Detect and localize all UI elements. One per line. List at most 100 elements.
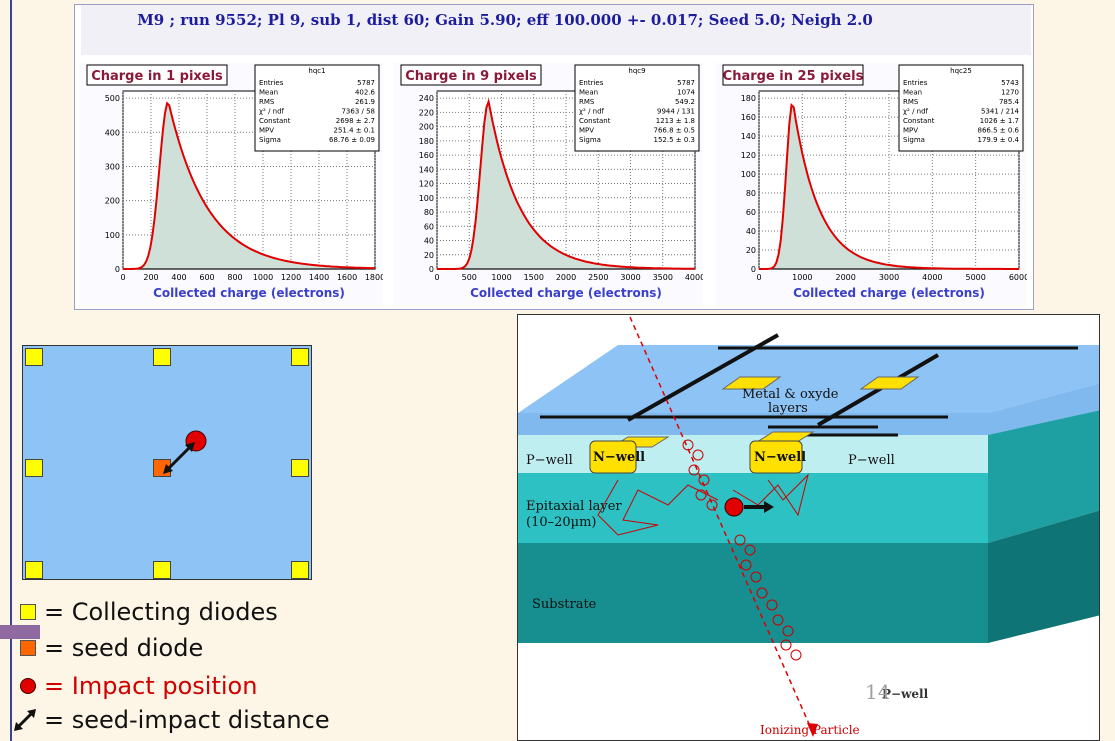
panel-title: Charge in 9 pixels (405, 69, 537, 84)
y-tick-label: 40 (424, 237, 434, 246)
y-tick-label: 180 (741, 94, 756, 103)
x-tick-label: 4000 (685, 273, 703, 282)
y-tick-label: 60 (746, 208, 756, 217)
x-tick-label: 1800 (365, 273, 383, 282)
y-tick-label: 100 (419, 194, 434, 203)
slide-number: 14 (865, 680, 891, 704)
collecting-diode (153, 348, 171, 366)
stat-value: 549.2 (675, 98, 695, 106)
y-tick-label: 200 (105, 197, 120, 206)
stat-label: χ² / ndf (259, 108, 285, 116)
y-tick-label: 0 (751, 265, 756, 274)
stats-box (574, 64, 700, 152)
x-tick-label: 2000 (835, 273, 855, 282)
collecting-diode (25, 459, 43, 477)
y-tick-label: 400 (105, 128, 120, 137)
seed-impact-distance-arrow (165, 444, 193, 472)
orange-square-icon (12, 636, 44, 660)
collecting-diode (291, 459, 309, 477)
stats-box (898, 64, 1024, 152)
x-tick-label: 3500 (653, 273, 673, 282)
y-tick-label: 180 (419, 137, 434, 146)
x-tick-label: 1000 (253, 273, 273, 282)
stat-label: χ² / ndf (903, 108, 929, 116)
collecting-diode (291, 348, 309, 366)
slide-decoration-bar (0, 625, 40, 639)
y-tick-label: 220 (419, 108, 434, 117)
stat-label: Mean (579, 89, 598, 97)
stat-value: 179.9 ± 0.4 (978, 136, 1020, 144)
stat-label: Mean (259, 89, 278, 97)
hist-name: hqc9 (628, 67, 645, 75)
stat-label: Entries (903, 79, 928, 87)
slide-frame-line (10, 0, 12, 741)
stat-label: Constant (579, 117, 611, 125)
x-tick-label: 800 (227, 273, 242, 282)
x-axis-label: Collected charge (electrons) (793, 286, 985, 300)
stat-label: χ² / ndf (579, 108, 605, 116)
stat-label: Constant (903, 117, 935, 125)
panel-title-box (722, 64, 864, 86)
stat-label: Entries (579, 79, 604, 87)
y-tick-label: 100 (105, 231, 120, 240)
y-tick-label: 120 (741, 151, 756, 160)
yellow-square-icon (12, 600, 44, 624)
y-tick-label: 0 (429, 265, 434, 274)
x-tick-label: 1600 (337, 273, 357, 282)
stat-value: 68.76 ± 0.09 (329, 136, 375, 144)
x-tick-label: 600 (199, 273, 214, 282)
y-tick-label: 20 (746, 246, 756, 255)
y-tick-label: 160 (741, 113, 756, 122)
ionizing-particle-label: Ionizing Particle (760, 723, 860, 737)
hist-name: hqc1 (308, 67, 325, 75)
stat-label: MPV (259, 127, 274, 135)
impact-point (724, 497, 744, 517)
x-tick-label: 1200 (281, 273, 301, 282)
ionizing-track (629, 316, 814, 734)
stat-label: MPV (579, 127, 594, 135)
x-tick-label: 3000 (879, 273, 899, 282)
stat-label: RMS (903, 98, 919, 106)
epitaxial-size-label: (10–20µm) (526, 515, 597, 530)
x-axis-label: Collected charge (electrons) (153, 286, 345, 300)
x-tick-label: 400 (171, 273, 186, 282)
stat-value: 1026 ± 1.7 (980, 117, 1019, 125)
pwell-bottom-label: P−well (882, 687, 929, 701)
y-tick-label: 60 (424, 222, 434, 231)
x-tick-label: 0 (120, 273, 125, 282)
histogram-panel-1px: 0 200 400 600 800 1000 1200 1400 1600 1800 0 100 200… (79, 63, 383, 307)
pwell-left-label: P−well (526, 453, 573, 468)
stat-value: 1213 ± 1.8 (656, 117, 695, 125)
pwell-right-label: P−well (848, 453, 895, 468)
collecting-diode (25, 348, 43, 366)
collecting-diode (153, 561, 171, 579)
y-tick-label: 300 (105, 162, 120, 171)
stat-label: RMS (259, 98, 275, 106)
stat-value: 5787 (677, 79, 695, 87)
y-tick-label: 500 (105, 94, 120, 103)
stat-value: 251.4 ± 0.1 (334, 127, 376, 135)
charge-histograms-figure: M9 ; run 9552; Pl 9, sub 1, dist 60; Gai… (74, 4, 1034, 310)
stat-value: 9944 / 131 (657, 108, 695, 116)
metal-layer-top (518, 345, 1099, 413)
legend-impact: = Impact position (12, 672, 257, 700)
x-tick-label: 1500 (524, 273, 544, 282)
x-tick-label: 1000 (792, 273, 812, 282)
y-tick-label: 160 (419, 151, 434, 160)
collecting-diode (25, 561, 43, 579)
stat-label: RMS (579, 98, 595, 106)
x-tick-label: 4000 (922, 273, 942, 282)
stat-value: 402.6 (355, 89, 376, 97)
stat-label: Sigma (903, 136, 925, 144)
impact-overlay (163, 430, 207, 474)
histogram-panel-25px: 0 1000 2000 3000 4000 5000 6000 0 20 40 60 80 100 120… (715, 63, 1027, 307)
y-tick-label: 120 (419, 180, 434, 189)
red-dot-icon (12, 674, 44, 698)
stat-value: 7363 / 58 (341, 108, 375, 116)
substrate-layer (518, 543, 988, 643)
y-tick-label: 140 (741, 132, 756, 141)
y-tick-label: 40 (746, 227, 756, 236)
run-parameters-title: M9 ; run 9552; Pl 9, sub 1, dist 60; Gai… (137, 11, 873, 29)
pixel-matrix (22, 345, 312, 580)
x-tick-label: 1000 (491, 273, 511, 282)
